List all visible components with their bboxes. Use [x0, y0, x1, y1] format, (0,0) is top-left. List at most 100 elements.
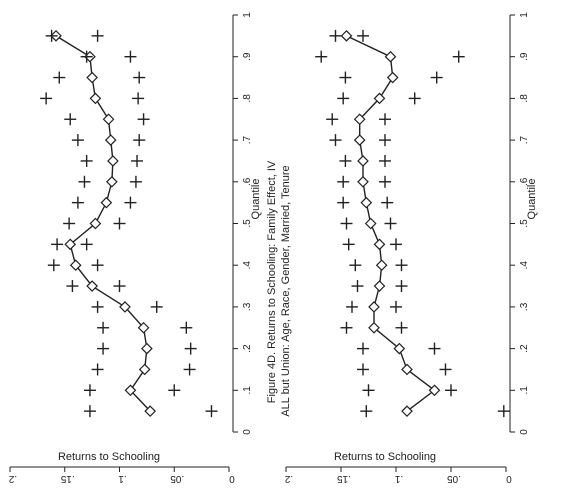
top-chart-upper-bound-point	[64, 113, 77, 126]
bottom-chart-lower-bound-point	[390, 300, 402, 313]
top-chart-estimate-point	[105, 175, 118, 188]
top-chart-lower-bound-point	[132, 92, 145, 105]
bottom-chart-value-tick-label: .1	[394, 473, 403, 484]
top-chart-lower-bound-point	[180, 321, 193, 334]
bottom-chart-quantile-tick-label: .3	[519, 302, 530, 311]
top-chart-upper-bound-point	[97, 321, 110, 334]
top-chart-estimate-point	[89, 92, 102, 105]
top-chart-xlabel: Quantile	[250, 179, 262, 220]
bottom-chart-estimate-point	[364, 217, 377, 230]
bottom-chart-upper-bound-point	[357, 363, 369, 376]
bottom-chart-value-tick-label: 0	[506, 473, 512, 484]
top-chart-lower-bound-point	[129, 175, 142, 188]
top-chart-upper-bound-point	[80, 154, 93, 167]
top-chart-estimate-point	[64, 238, 77, 251]
top-chart-lower-bound-point	[124, 196, 137, 209]
top-chart-lower-bound-point	[184, 342, 197, 355]
bottom-chart-lower-bound-point	[428, 342, 441, 355]
bottom-chart-lower-bound-point	[379, 113, 391, 126]
bottom-chart-lower-bound-point	[379, 175, 391, 188]
top-chart-upper-bound-point	[45, 29, 58, 42]
bottom-chart-upper-bound-point	[315, 50, 328, 63]
top-chart-estimate-point	[124, 384, 137, 397]
bottom-chart-xlabel: Quantile	[526, 179, 538, 220]
top-chart-value-tick-label: .2	[8, 473, 17, 484]
bottom-chart-estimate-point	[373, 238, 386, 251]
top-chart-lower-bound-point	[137, 113, 150, 126]
top-chart-quantile-tick-label: 0	[242, 429, 253, 435]
top-chart-lower-bound-point	[113, 280, 126, 293]
top-chart-upper-bound-point	[91, 300, 104, 313]
bottom-chart-estimate-point	[368, 301, 380, 313]
bottom-chart-upper-bound-point	[339, 154, 352, 167]
bottom-chart-quantile-tick-label: .1	[519, 386, 530, 395]
top-chart-lower-bound-point	[113, 217, 126, 230]
bottom-chart-quantile-tick-label: .8	[519, 94, 530, 103]
bottom-chart-value-tick-label: .15	[337, 473, 351, 484]
top-chart-quantile-tick-label: .1	[242, 386, 253, 395]
bottom-chart-upper-bound-point	[357, 342, 369, 355]
bottom-chart-upper-bound-point	[337, 196, 350, 209]
bottom-chart-lower-bound-point	[384, 217, 397, 230]
figure-subtitle: ALL but Union: Age, Race, Gender, Marrie…	[280, 165, 292, 416]
top-chart-estimate-point	[107, 155, 119, 167]
top-chart-lower-bound-point	[124, 50, 137, 63]
top-chart-estimate-point	[144, 405, 157, 417]
bottom-chart-estimate-point	[360, 196, 373, 209]
bottom-chart-lower-bound-point	[430, 71, 443, 84]
top-chart-quantile-tick-label: .7	[242, 135, 253, 144]
bottom-chart-estimate-point	[401, 363, 413, 376]
bottom-chart-estimate-point	[375, 259, 388, 272]
bottom-chart-quantile-tick-label: .5	[519, 219, 530, 228]
bottom-chart-estimate-point	[401, 405, 413, 417]
bottom-chart-estimate-point	[393, 342, 406, 355]
bottom-chart-estimate-point	[353, 113, 366, 126]
top-chart-value-tick-label: .15	[60, 473, 74, 484]
top-chart-upper-bound-point	[51, 238, 64, 251]
top-chart-value-tick-label: .05	[170, 473, 184, 484]
top-chart-estimate-point	[86, 280, 98, 292]
bottom-chart-estimate-point	[373, 92, 386, 105]
bottom-chart-quantile-tick-label: 1	[519, 12, 530, 18]
top-chart-quantile-tick-label: .6	[242, 177, 253, 186]
bottom-chart-upper-bound-point	[362, 384, 375, 397]
bottom-chart-upper-bound-point	[326, 113, 339, 126]
bottom-chart-lower-bound-point	[497, 405, 510, 418]
bottom-chart-lower-bound-point	[395, 321, 408, 334]
bottom-chart-upper-bound-point	[340, 217, 353, 230]
bottom-chart-lower-bound-point	[379, 134, 391, 147]
top-chart-estimate-point	[69, 259, 82, 272]
top-chart-lower-bound-point	[133, 134, 146, 147]
top-chart-estimate-point	[86, 71, 98, 84]
figure-title: Figure 4D. Returns to Schooling: Family …	[266, 160, 278, 403]
top-chart-quantile-tick-label: .2	[242, 344, 253, 353]
top-chart-quantile-tick-label: .5	[242, 219, 253, 228]
bottom-chart-estimate-point	[386, 71, 399, 84]
top-chart: 0 .05 .1 .15 .2 0 .1 .2 .3 .4 .5 .6 .7 .8 .9 1 Returns …	[8, 12, 262, 484]
top-chart-ylabel: Returns to Schooling	[58, 451, 160, 463]
bottom-chart-upper-bound-point	[339, 71, 352, 84]
bottom-chart-ylabel: Returns to Schooling	[334, 451, 436, 463]
bottom-chart-lower-bound-point	[408, 92, 421, 105]
top-chart-upper-bound-point	[91, 363, 104, 376]
bottom-chart-upper-bound-point	[360, 405, 373, 418]
bottom-chart-upper-bound-point	[349, 259, 362, 272]
top-chart-estimate-point	[119, 301, 131, 313]
top-chart-upper-bound-point	[63, 217, 76, 230]
top-chart-upper-bound-point	[66, 280, 79, 293]
top-chart-estimate-point	[138, 363, 151, 376]
top-chart-upper-bound-point	[97, 342, 110, 355]
bottom-chart-quantile-tick-label: 0	[519, 429, 530, 435]
bottom-chart-upper-bound-point	[337, 175, 350, 188]
bottom-chart-lower-bound-point	[395, 280, 408, 293]
top-chart-estimate-point	[141, 342, 153, 355]
bottom-chart-lower-bound-point	[379, 154, 391, 167]
bottom-chart-upper-bound-point	[346, 300, 358, 313]
bottom-chart-estimate-point	[428, 384, 441, 397]
top-chart-quantile-tick-label: .4	[242, 261, 253, 270]
bottom-chart-value-tick-label: .05	[447, 473, 461, 484]
top-chart-lower-bound-point	[91, 29, 104, 42]
bottom-chart-estimate-point	[357, 175, 369, 188]
top-chart-upper-bound-point	[40, 92, 53, 105]
